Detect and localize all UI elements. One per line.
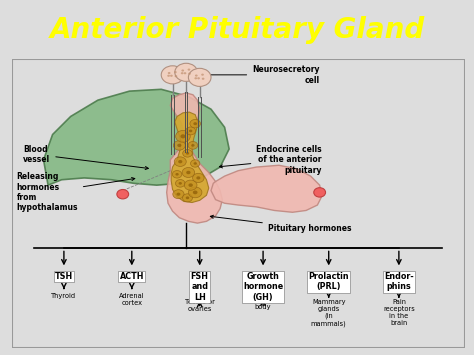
Text: Testes or
ovaries: Testes or ovaries	[185, 299, 215, 312]
Text: Neurosecretory
cell: Neurosecretory cell	[203, 65, 319, 84]
Text: Thyroid: Thyroid	[51, 293, 76, 299]
Circle shape	[314, 188, 326, 197]
Circle shape	[202, 78, 204, 80]
Text: Blood
vessel: Blood vessel	[23, 145, 148, 170]
Circle shape	[201, 73, 204, 76]
Text: Mammary
glands
(in
mammals): Mammary glands (in mammals)	[311, 299, 346, 327]
Text: Pain
receptors
in the
brain: Pain receptors in the brain	[383, 299, 415, 326]
Circle shape	[183, 72, 186, 74]
Circle shape	[174, 71, 177, 73]
Circle shape	[174, 75, 177, 77]
Polygon shape	[211, 165, 322, 212]
Circle shape	[186, 196, 189, 199]
Circle shape	[175, 63, 198, 81]
Polygon shape	[44, 89, 229, 185]
Text: ACTH: ACTH	[119, 272, 144, 281]
Circle shape	[170, 75, 173, 77]
Circle shape	[189, 187, 202, 198]
Circle shape	[167, 75, 170, 77]
Circle shape	[189, 130, 192, 132]
Circle shape	[188, 69, 211, 86]
Circle shape	[189, 184, 193, 187]
Circle shape	[188, 72, 191, 75]
Circle shape	[190, 119, 201, 128]
Circle shape	[117, 190, 128, 199]
Circle shape	[182, 149, 192, 157]
Circle shape	[161, 66, 184, 84]
Text: TSH: TSH	[55, 272, 73, 281]
Text: Growth
hormone
(GH): Growth hormone (GH)	[243, 272, 283, 302]
Text: Pituitary hormones: Pituitary hormones	[210, 215, 351, 233]
Circle shape	[182, 194, 192, 202]
Circle shape	[175, 180, 185, 187]
Circle shape	[186, 171, 191, 174]
Text: Adrenal
cortex: Adrenal cortex	[119, 293, 145, 306]
Circle shape	[175, 173, 179, 176]
Circle shape	[179, 182, 182, 185]
Circle shape	[176, 131, 190, 142]
Circle shape	[195, 75, 198, 77]
Circle shape	[186, 152, 189, 155]
Circle shape	[196, 176, 201, 180]
Circle shape	[191, 160, 200, 167]
Circle shape	[174, 157, 186, 166]
Circle shape	[176, 193, 181, 196]
Circle shape	[181, 72, 183, 74]
Circle shape	[188, 142, 198, 149]
Text: Anterior Pituitary Gland: Anterior Pituitary Gland	[49, 16, 425, 44]
Circle shape	[173, 170, 182, 178]
Circle shape	[193, 122, 197, 125]
Text: FSH
and
LH: FSH and LH	[191, 272, 209, 302]
Circle shape	[182, 168, 195, 178]
Circle shape	[188, 69, 191, 71]
Circle shape	[192, 173, 204, 182]
Polygon shape	[171, 112, 209, 202]
Circle shape	[193, 162, 197, 165]
Polygon shape	[167, 93, 222, 223]
Circle shape	[191, 144, 195, 147]
Text: Endocrine cells
of the anterior
pituitary: Endocrine cells of the anterior pituitar…	[219, 145, 322, 175]
Circle shape	[184, 180, 197, 190]
Text: Endor-
phins: Endor- phins	[384, 272, 414, 291]
Circle shape	[194, 77, 197, 80]
Text: Releasing
hormones
from
hypothalamus: Releasing hormones from hypothalamus	[17, 172, 135, 213]
Circle shape	[168, 72, 171, 74]
Circle shape	[178, 160, 182, 163]
Circle shape	[181, 134, 185, 138]
Text: Prolactin
(PRL): Prolactin (PRL)	[309, 272, 349, 291]
Circle shape	[193, 191, 198, 194]
Circle shape	[197, 77, 200, 80]
Circle shape	[182, 70, 184, 72]
Circle shape	[177, 144, 182, 147]
Text: Entire
body: Entire body	[253, 297, 273, 310]
Circle shape	[173, 141, 185, 150]
Circle shape	[173, 190, 184, 199]
Circle shape	[186, 127, 196, 135]
